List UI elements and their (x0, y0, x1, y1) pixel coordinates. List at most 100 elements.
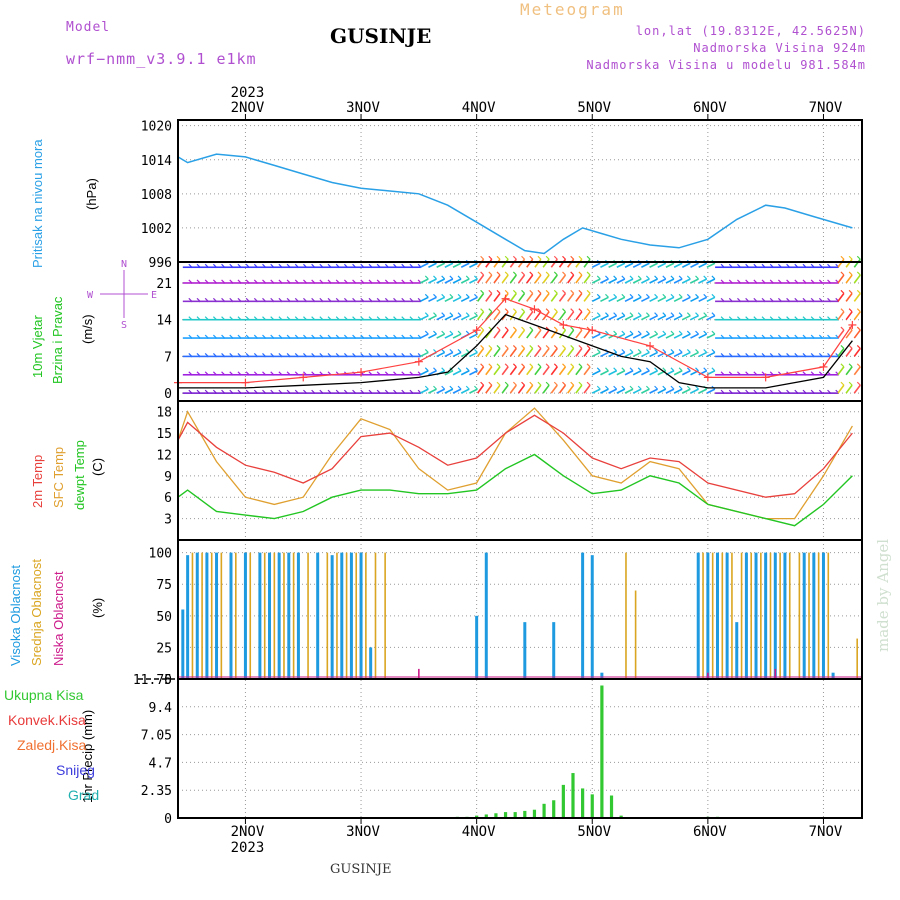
wind-barb (436, 262, 446, 268)
wind-barb (567, 366, 575, 376)
wind-barb-flag (840, 308, 845, 313)
wind-barb (428, 314, 437, 321)
wind-barb (460, 388, 470, 394)
wind-barb-flag (512, 271, 517, 276)
wind-barb (837, 329, 845, 339)
wind-barb (501, 384, 509, 394)
wind-barb (444, 388, 454, 394)
wind-barb-flag (848, 289, 853, 294)
wind-barb (706, 388, 716, 394)
y-tick-label: 1002 (141, 222, 172, 237)
wind-barb-flag (662, 385, 667, 390)
wind-barb (436, 314, 446, 321)
wind-barb (649, 333, 658, 339)
wind-barb (550, 384, 558, 394)
wind-barb-flag (473, 385, 478, 390)
wind-barb-flag (433, 312, 437, 317)
wind-barb-flag (488, 308, 493, 313)
wind-barb (444, 262, 454, 268)
wind-barb-flag (711, 293, 716, 298)
cloud-bar (243, 552, 247, 678)
wind-barb (485, 292, 493, 302)
wind-barb-flag (433, 293, 437, 298)
y-tick-label: 14 (156, 314, 172, 329)
wind-barb (476, 366, 485, 376)
wind-barb (567, 347, 575, 357)
wind-barb-flag (637, 275, 642, 280)
wind-barb-flag (613, 293, 618, 298)
wind-barb (558, 347, 567, 357)
cloud-bar (287, 552, 291, 678)
wind-barb (534, 384, 542, 394)
wind-barb-flag (545, 308, 550, 313)
wind-barb-flag (578, 308, 583, 313)
cloud-bar (316, 552, 320, 678)
wind-barb (509, 292, 518, 302)
wind-barb (476, 311, 485, 321)
wind-barb (608, 262, 617, 268)
wind-barb (476, 347, 485, 357)
wind-barb (436, 333, 446, 339)
wind-barb (469, 278, 478, 284)
wind-barb (698, 262, 708, 268)
wind-barb-flag (686, 348, 691, 353)
wind-barb (600, 370, 609, 376)
wind-barb (542, 292, 550, 302)
wind-barb (452, 278, 462, 284)
wind-barb (608, 351, 617, 358)
y-tick-label: 6 (164, 491, 172, 506)
wind-barb-flag (645, 330, 650, 335)
wind-barb-flag (465, 275, 470, 280)
wind-barb (624, 296, 634, 303)
wind-barb-flag (848, 344, 853, 349)
wind-barb-flag (613, 348, 618, 353)
wind-barb-flag (662, 330, 667, 335)
wind-barb (534, 366, 542, 376)
wind-barb (575, 347, 583, 357)
wind-barb-flag (553, 363, 558, 368)
wind-barb-flag (686, 312, 691, 317)
wind-barb (673, 388, 683, 394)
wind-barb-flag (613, 312, 618, 317)
cloud-bar (283, 552, 285, 678)
wind-barb (608, 296, 617, 303)
wind-barb (657, 388, 667, 394)
wind-barb (419, 296, 429, 303)
cloud-bar (384, 552, 386, 678)
wind-barb (485, 274, 493, 284)
day-label-bottom: 7NOV (809, 824, 843, 840)
pressure-panel-frame (177, 119, 863, 263)
wind-barb (632, 262, 642, 268)
wind-barb-flag (605, 293, 609, 298)
wind-barb-flag (488, 271, 493, 276)
wind-barb-flag (848, 271, 853, 276)
wind-barb-flag (848, 363, 853, 368)
wind-barb (419, 314, 429, 321)
wind-barb (845, 292, 853, 302)
wind-barb-flag (562, 271, 566, 276)
wind-barb (657, 296, 667, 303)
wind-barb-flag (512, 344, 517, 349)
wind-barb-flag (703, 367, 708, 372)
wind-barb-flag (686, 385, 691, 390)
wind-barb-flag (545, 381, 550, 386)
wind-barb (419, 262, 429, 268)
wind-barb-flag (496, 326, 501, 331)
wind-barb-flag (848, 381, 853, 386)
wind-barb (534, 329, 542, 339)
y-tick-label: 75 (156, 578, 172, 593)
wind-barb (558, 258, 567, 268)
wind-barb-flag (605, 275, 609, 280)
wind-barb-flag (703, 312, 708, 317)
wind-barb (591, 314, 601, 321)
wind-barb (673, 351, 683, 358)
wind-barb (526, 329, 534, 339)
cloud-bar (273, 552, 276, 678)
wind-barb-flag (512, 363, 517, 368)
wind-barb-flag (670, 367, 675, 372)
compass-n-label: N (121, 259, 127, 270)
wind-barb (419, 333, 429, 339)
wind-barb-flag (678, 385, 683, 390)
y-tick-label: 11.75 (133, 673, 172, 688)
y-tick-label: 3 (164, 513, 172, 528)
